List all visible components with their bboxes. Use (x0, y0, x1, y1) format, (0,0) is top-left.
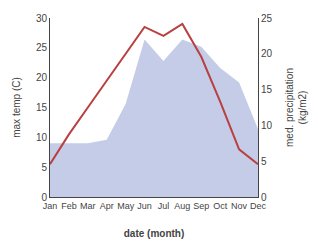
svg-text:0: 0 (261, 192, 267, 203)
svg-text:Nov: Nov (231, 201, 248, 211)
svg-text:Dec: Dec (250, 201, 267, 211)
svg-text:med. precipitation(kg/m2): med. precipitation(kg/m2) (284, 68, 308, 147)
svg-text:0: 0 (41, 192, 47, 203)
svg-text:25: 25 (261, 13, 273, 24)
svg-text:Feb: Feb (61, 201, 77, 211)
svg-text:30: 30 (36, 13, 48, 24)
svg-text:10: 10 (261, 120, 273, 131)
svg-text:Apr: Apr (100, 201, 114, 211)
svg-text:5: 5 (41, 162, 47, 173)
svg-text:Jul: Jul (158, 201, 170, 211)
svg-text:Jun: Jun (137, 201, 152, 211)
svg-text:date (month): date (month) (124, 228, 185, 239)
svg-text:Mar: Mar (80, 201, 96, 211)
svg-text:max temp (C): max temp (C) (11, 77, 22, 138)
svg-text:5: 5 (261, 156, 267, 167)
svg-text:Aug: Aug (174, 201, 190, 211)
svg-text:15: 15 (36, 102, 48, 113)
svg-text:20: 20 (261, 48, 273, 59)
svg-text:15: 15 (261, 84, 273, 95)
svg-text:May: May (117, 201, 135, 211)
svg-text:20: 20 (36, 72, 48, 83)
svg-text:Jan: Jan (43, 201, 58, 211)
svg-text:Sep: Sep (193, 201, 209, 211)
svg-text:10: 10 (36, 132, 48, 143)
svg-text:Oct: Oct (213, 201, 228, 211)
svg-text:25: 25 (36, 42, 48, 53)
